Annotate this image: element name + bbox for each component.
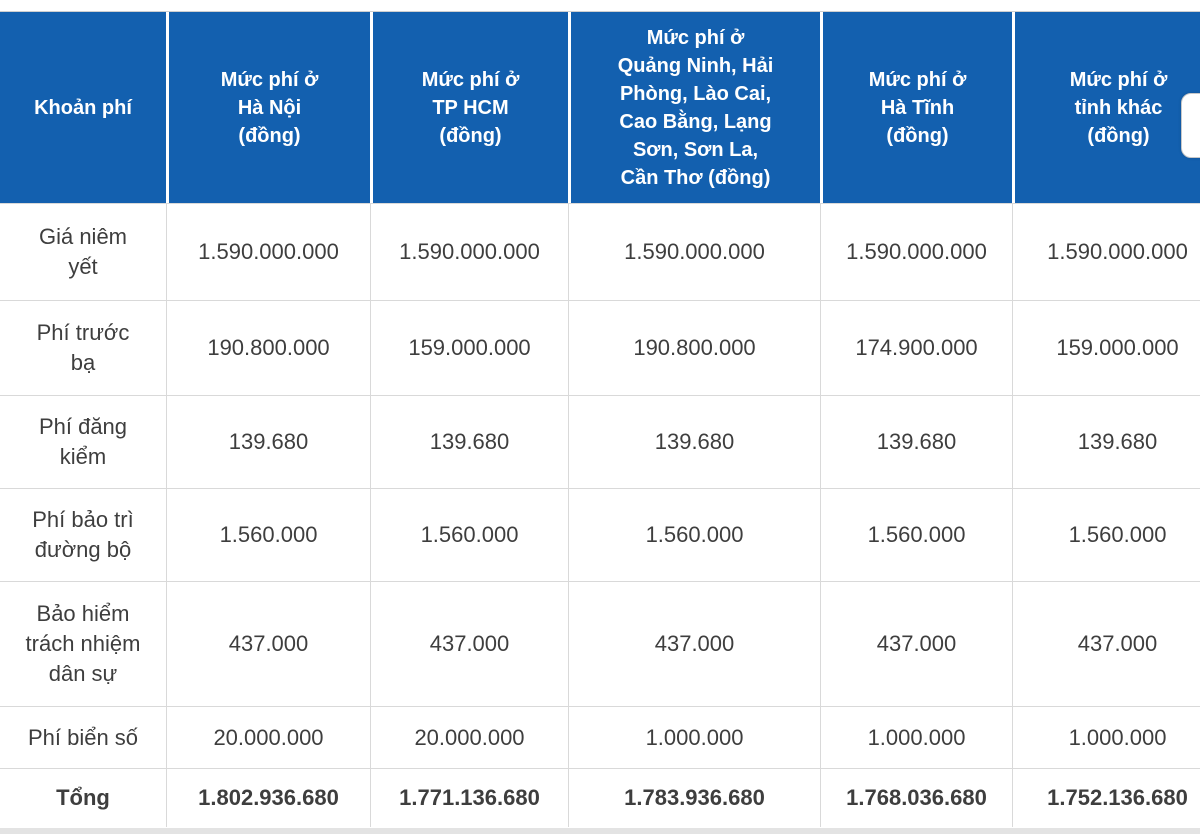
cell-value: 1.000.000	[568, 707, 820, 768]
cell-value: 1.752.136.680	[1012, 769, 1200, 827]
fee-comparison-table: Khoản phí Mức phí ở Hà Nội (đồng) Mức ph…	[0, 12, 1200, 827]
cell-value: 437.000	[820, 582, 1012, 706]
table-row-total: Tổng 1.802.936.680 1.771.136.680 1.783.9…	[0, 768, 1200, 827]
cell-value: 1.768.036.680	[820, 769, 1012, 827]
cell-value: 1.560.000	[568, 489, 820, 581]
cell-value: 139.680	[568, 396, 820, 488]
cell-value: 20.000.000	[370, 707, 568, 768]
cell-value: 1.560.000	[820, 489, 1012, 581]
row-label: Phí biển số	[27, 724, 139, 750]
cell-value: 1.802.936.680	[166, 769, 370, 827]
cell-value: 20.000.000	[166, 707, 370, 768]
cell-value: 1.590.000.000	[370, 204, 568, 300]
table-row: Phí bảo trì đường bộ 1.560.000 1.560.000…	[0, 488, 1200, 581]
column-header-fee-type: Khoản phí	[34, 96, 132, 119]
row-label: Phí trước bạ	[36, 320, 130, 375]
cell-value: 159.000.000	[370, 301, 568, 395]
cell-value: 174.900.000	[820, 301, 1012, 395]
cell-value: 1.590.000.000	[820, 204, 1012, 300]
cell-value: 139.680	[820, 396, 1012, 488]
row-label: Phí bảo trì đường bộ	[32, 507, 134, 562]
cell-value: 1.560.000	[370, 489, 568, 581]
row-label: Phí đăng kiểm	[38, 414, 128, 469]
cell-value: 139.680	[370, 396, 568, 488]
row-label: Bảo hiểm trách nhiệm dân sự	[25, 601, 141, 686]
column-header-tphcm: Mức phí ở TP HCM (đồng)	[370, 12, 568, 203]
cell-value: 139.680	[166, 396, 370, 488]
table-row: Giá niêm yết 1.590.000.000 1.590.000.000…	[0, 203, 1200, 300]
cell-value: 139.680	[1012, 396, 1200, 488]
cell-value: 1.590.000.000	[568, 204, 820, 300]
table-row: Bảo hiểm trách nhiệm dân sự 437.000 437.…	[0, 581, 1200, 706]
column-header-hatinh: Mức phí ở Hà Tĩnh (đồng)	[820, 12, 1012, 203]
row-label: Giá niêm yết	[38, 224, 128, 279]
cutoff-side-button[interactable]	[1181, 93, 1200, 158]
row-label-total: Tổng	[56, 785, 110, 810]
cell-value: 190.800.000	[166, 301, 370, 395]
cell-value: 437.000	[568, 582, 820, 706]
cell-value: 1.560.000	[1012, 489, 1200, 581]
cell-value: 437.000	[370, 582, 568, 706]
column-header-quangninh: Mức phí ở Quảng Ninh, Hải Phòng, Lào Cai…	[568, 12, 820, 203]
cell-value: 190.800.000	[568, 301, 820, 395]
cell-value: 1.000.000	[820, 707, 1012, 768]
table-row: Phí biển số 20.000.000 20.000.000 1.000.…	[0, 706, 1200, 768]
table-header-row: Khoản phí Mức phí ở Hà Nội (đồng) Mức ph…	[0, 12, 1200, 203]
bottom-strip	[0, 828, 1200, 834]
cell-value: 437.000	[1012, 582, 1200, 706]
top-strip	[0, 0, 1200, 12]
cell-value: 1.771.136.680	[370, 769, 568, 827]
cell-value: 1.000.000	[1012, 707, 1200, 768]
column-header-hanoi: Mức phí ở Hà Nội (đồng)	[166, 12, 370, 203]
cell-value: 1.590.000.000	[166, 204, 370, 300]
cell-value: 1.560.000	[166, 489, 370, 581]
cell-value: 1.783.936.680	[568, 769, 820, 827]
cell-value: 437.000	[166, 582, 370, 706]
cell-value: 1.590.000.000	[1012, 204, 1200, 300]
table-row: Phí đăng kiểm 139.680 139.680 139.680 13…	[0, 395, 1200, 488]
table-row: Phí trước bạ 190.800.000 159.000.000 190…	[0, 300, 1200, 395]
cell-value: 159.000.000	[1012, 301, 1200, 395]
column-header-other-provinces: Mức phí ở tỉnh khác (đồng)	[1012, 12, 1200, 203]
